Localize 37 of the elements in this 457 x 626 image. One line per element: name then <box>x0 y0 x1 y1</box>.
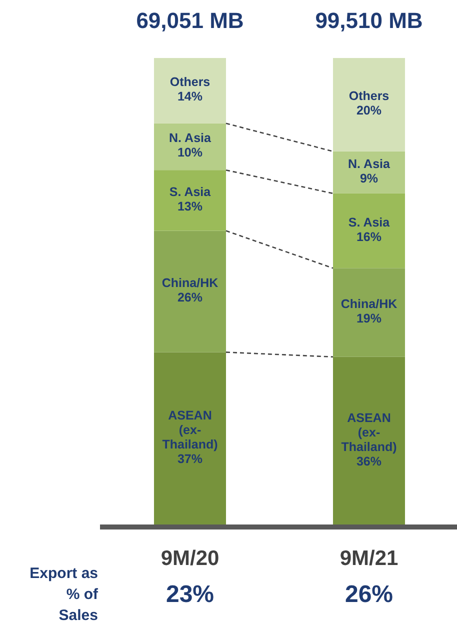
text: China/HK <box>340 297 398 312</box>
text: 99,510 MB <box>315 8 423 33</box>
bar <box>333 58 405 152</box>
text: 23% <box>166 581 214 608</box>
data-label: 26% <box>177 290 203 304</box>
series-label: China/HK <box>162 276 218 290</box>
data-label: 14% <box>177 90 203 104</box>
data-label: 19% <box>356 312 382 326</box>
series-label: N. Asia <box>348 156 391 171</box>
data-label: 16% <box>356 230 382 244</box>
bar <box>333 151 405 194</box>
text: 69,051 MB <box>136 8 244 33</box>
data-label: 37% <box>177 452 203 466</box>
text: ASEAN (ex-Thailand) <box>341 410 397 454</box>
bar <box>333 356 405 525</box>
data-label: 36% <box>356 454 382 468</box>
data-label: 9% <box>360 171 378 186</box>
bar <box>154 123 226 170</box>
x-tick-label: 9M/20 <box>160 547 220 570</box>
text: Others <box>348 89 390 104</box>
bar <box>154 230 226 352</box>
data-label: 20% <box>356 104 382 118</box>
bar <box>333 193 405 268</box>
series-label: ASEAN (ex-Thailand) <box>162 408 218 452</box>
text: 26% <box>344 581 394 608</box>
series-label: Others <box>170 75 210 90</box>
series-label: S. Asia <box>169 184 212 199</box>
data-label: 10% <box>177 146 203 160</box>
data-label: 13% <box>177 199 203 214</box>
bar <box>333 268 405 357</box>
bar <box>154 170 226 231</box>
x-tick-label: 9M/21 <box>340 547 398 570</box>
text: S. Asia <box>348 215 390 230</box>
bar <box>154 352 226 525</box>
bar <box>154 58 226 124</box>
text: N. Asia <box>169 131 211 146</box>
text: Export as % of Sales <box>30 565 99 624</box>
